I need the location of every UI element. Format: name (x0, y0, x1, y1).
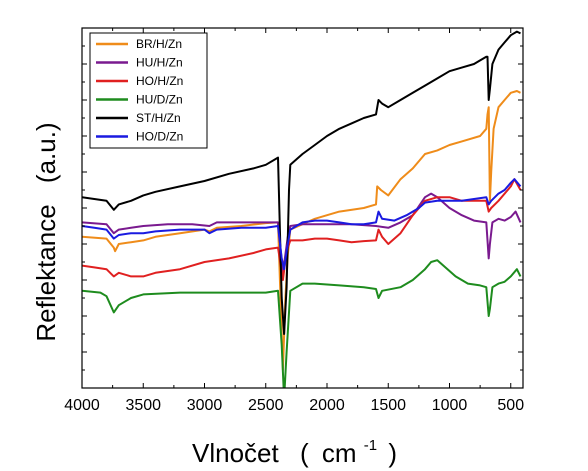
x-axis-title-text: Vlnočet (192, 438, 279, 468)
legend-label: BR/H/Zn (136, 37, 182, 51)
x-axis-unit-open: ( (300, 438, 309, 468)
legend-label: ST/H/Zn (136, 111, 181, 125)
x-tick-label: 2000 (309, 397, 345, 414)
series-line-ho-d-zn (82, 178, 522, 271)
legend-label: HU/D/Zn (136, 93, 183, 107)
x-axis-unit-base: cm (322, 438, 357, 468)
x-tick-label: 3000 (187, 397, 223, 414)
legend-entry: HU/D/Zn (96, 93, 183, 107)
x-axis-unit-close: ) (388, 438, 397, 468)
x-tick-label: 4000 (64, 397, 100, 414)
y-axis-title: Reflektance (a.u.) (31, 122, 61, 341)
x-tick-label: 2500 (248, 397, 284, 414)
y-axis-unit: (a.u.) (31, 122, 61, 183)
series-line-hu-d-zn (82, 259, 522, 388)
x-axis-unit-exp: -1 (364, 437, 377, 454)
legend-entry: HO/H/Zn (96, 74, 183, 88)
legend-entry: HO/D/Zn (96, 130, 183, 144)
legend-box (89, 32, 208, 149)
series-line-st-h-zn (82, 30, 521, 335)
x-tick-label: 1500 (370, 397, 406, 414)
legend-entry: HU/H/Zn (96, 56, 183, 70)
legend-entries: BR/H/Zn HU/H/Zn HO/H/Zn HU/D/Zn ST/H/Zn HO/D/… (96, 37, 183, 144)
x-axis-title: Vlnočet ( cm -1 ) (192, 426, 397, 468)
legend: BR/H/Zn HU/H/Zn HO/H/Zn HU/D/Zn ST/H/Zn HO/D/… (89, 32, 208, 149)
series-layer (82, 30, 522, 388)
x-tick-label: 500 (497, 397, 524, 414)
x-tick-label: 3500 (125, 397, 161, 414)
legend-entry: ST/H/Zn (96, 111, 181, 125)
legend-entry: BR/H/Zn (96, 37, 182, 51)
series-line-ho-h-zn (82, 178, 522, 281)
x-tick-label: 1000 (432, 397, 468, 414)
legend-label: HU/H/Zn (136, 56, 183, 70)
series-line-br-h-zn (82, 90, 521, 371)
legend-label: HO/H/Zn (136, 74, 183, 88)
legend-label: HO/D/Zn (136, 130, 183, 144)
tick-layer: 4000 3500 3000 2500 2000 1500 1000 500 (64, 27, 524, 414)
y-axis-title-text: Reflektance (31, 204, 61, 341)
